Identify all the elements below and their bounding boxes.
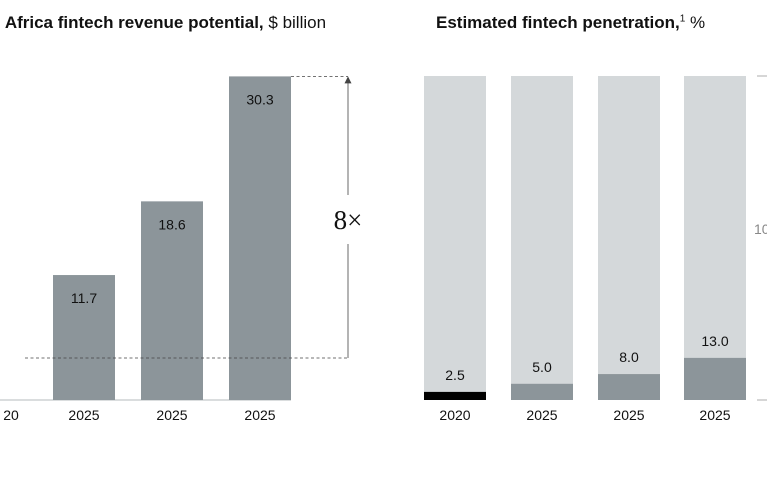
bar-value-label: 11.7 (71, 290, 97, 306)
bar-fill (684, 357, 746, 400)
revenue-chart: 20 11.7 2025 18.6 2025 30.3 2025 8× (0, 75, 363, 423)
bar-fill (511, 383, 573, 400)
right-chart-title: Estimated fintech penetration,1 % (436, 13, 705, 33)
bar-fill (598, 374, 660, 400)
x-tick-label: 2025 (526, 407, 557, 423)
bar-value-label: 8.0 (619, 349, 639, 365)
bar-value-label: 2.5 (445, 367, 465, 383)
growth-multiplier-label: 8× (334, 205, 363, 235)
left-chart-title: l Africa fintech revenue potential, $ bi… (0, 13, 326, 33)
bar-value-label: 30.3 (246, 91, 273, 107)
bar-track (511, 76, 573, 400)
right-chart-title-unit: % (690, 13, 706, 32)
bar-value-label: 5.0 (532, 359, 552, 375)
x-tick-label: 2025 (613, 407, 644, 423)
x-tick-label: 2025 (156, 407, 187, 423)
bar-track (598, 76, 660, 400)
right-chart-footnote-marker: 1 (679, 13, 686, 25)
bar (53, 275, 115, 400)
bar-value-label: 18.6 (158, 216, 185, 232)
x-tick-label: 2020 (439, 407, 470, 423)
bracket-total-label: 10 (754, 221, 767, 237)
x-tick-label: 2025 (68, 407, 99, 423)
x-tick-label: 2025 (244, 407, 275, 423)
bar-fill (424, 391, 486, 400)
bar (141, 201, 203, 400)
bar-value-label: 13.0 (701, 333, 728, 349)
bar (229, 76, 291, 401)
x-tick-label: 20 (3, 407, 19, 423)
penetration-chart: 2.5 2020 5.0 2025 8.0 2025 13.0 2025 10 (424, 75, 767, 423)
bar-track (424, 76, 486, 400)
left-chart-title-unit: $ billion (268, 13, 327, 32)
growth-arrowhead (344, 76, 352, 84)
bar-track (684, 76, 746, 400)
left-chart-title-text: l Africa fintech revenue potential, (0, 13, 264, 32)
right-chart-title-text: Estimated fintech penetration, (436, 13, 680, 32)
x-tick-label: 2025 (699, 407, 730, 423)
